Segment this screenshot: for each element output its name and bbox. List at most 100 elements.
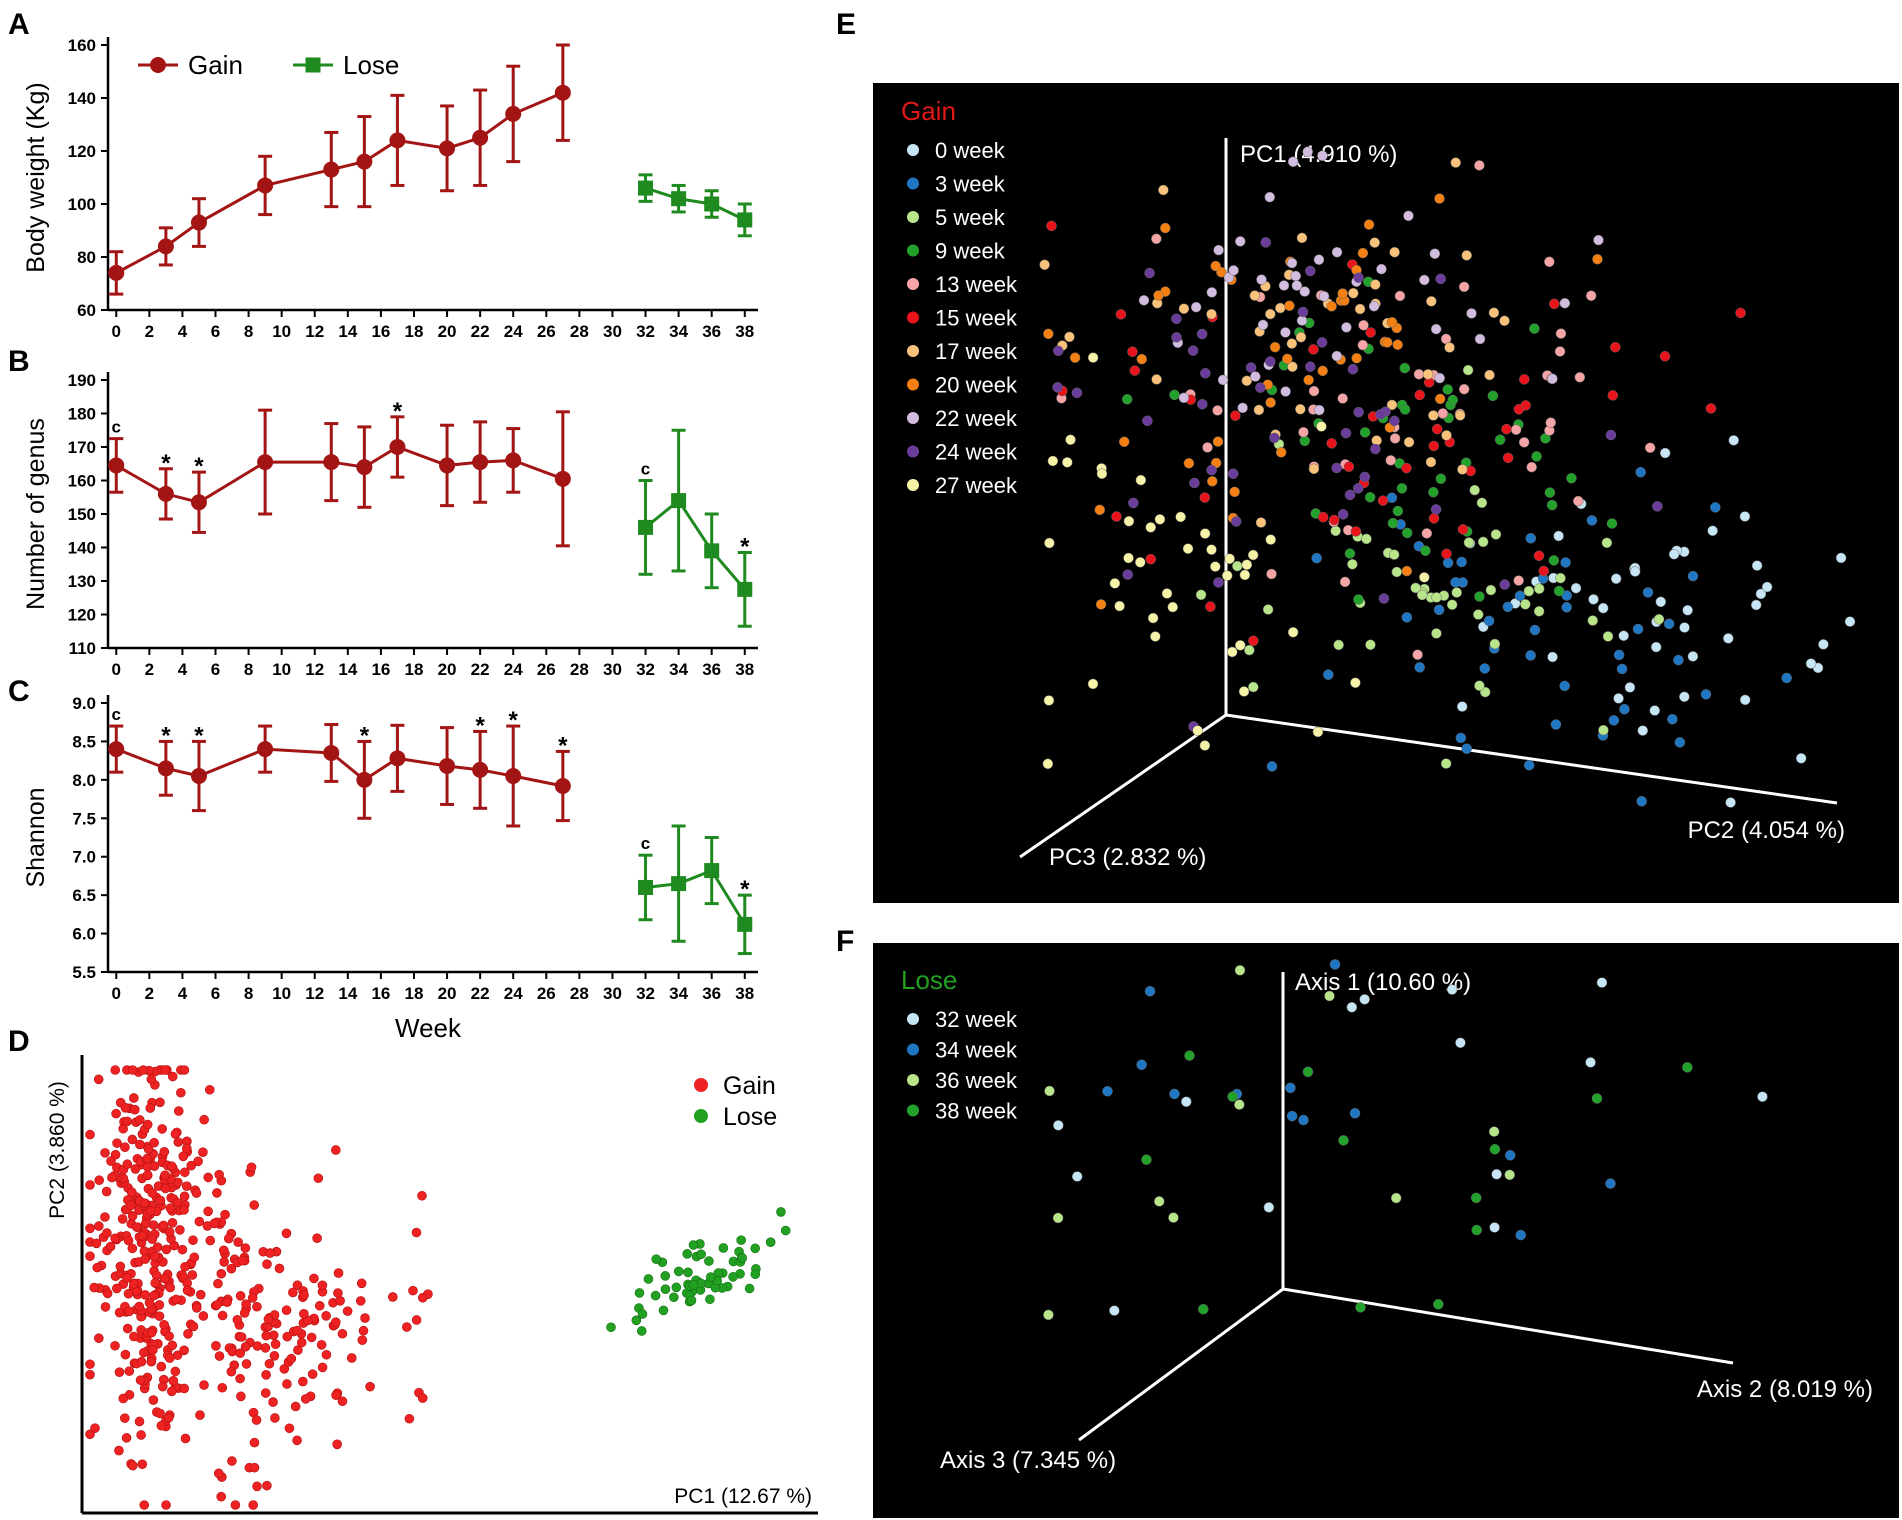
data-point	[1566, 472, 1577, 484]
data-point	[1655, 596, 1667, 608]
legend-label: 0 week	[935, 138, 1006, 163]
data-point	[1217, 374, 1229, 386]
data-point-gain	[239, 1308, 250, 1318]
y-tick-label: 180	[68, 405, 96, 424]
data-point-gain	[186, 1160, 197, 1171]
data-point	[1451, 587, 1462, 598]
y-tick-label: 150	[68, 505, 96, 524]
data-point	[1687, 570, 1699, 582]
data-point	[1510, 424, 1522, 435]
data-point	[1674, 737, 1686, 748]
data-point-gain	[296, 1337, 307, 1348]
data-point	[439, 457, 456, 474]
data-point	[1328, 514, 1340, 526]
data-point-gain	[112, 1283, 122, 1294]
legend-marker	[907, 244, 919, 257]
data-point	[1043, 1309, 1054, 1321]
x-tick-label: 22	[471, 984, 490, 1003]
data-point	[1574, 372, 1586, 383]
data-point-gain	[204, 1084, 215, 1095]
data-point	[505, 768, 522, 785]
x-tick-label: 28	[570, 660, 589, 679]
data-point	[1413, 368, 1425, 380]
data-point	[1339, 576, 1351, 588]
data-point	[1392, 339, 1403, 350]
data-point	[1053, 345, 1064, 357]
data-point	[1450, 577, 1461, 588]
data-point-gain	[129, 1093, 139, 1103]
data-point-gain	[123, 1235, 134, 1246]
annotation: *	[558, 732, 568, 759]
data-point	[1659, 447, 1671, 459]
x-tick-label: 34	[669, 322, 688, 341]
data-point-gain	[110, 1340, 120, 1351]
data-point	[1601, 537, 1613, 549]
data-point	[1227, 1091, 1238, 1102]
data-point	[1109, 578, 1121, 589]
data-point-gain	[227, 1456, 237, 1466]
data-point-gain	[139, 1198, 150, 1208]
x-tick-label: 6	[211, 322, 220, 341]
x-tick-label: 20	[438, 322, 457, 341]
data-point	[1200, 368, 1211, 379]
data-point	[1525, 533, 1537, 544]
data-point-gain	[164, 1227, 175, 1237]
data-point	[1538, 565, 1549, 577]
legend-label: 20 week	[935, 373, 1018, 398]
data-point	[1311, 552, 1322, 564]
data-point	[1606, 518, 1618, 529]
annotation: c	[641, 460, 650, 479]
data-point	[1440, 758, 1452, 769]
data-point-gain	[136, 1430, 146, 1440]
data-point	[1513, 575, 1524, 586]
data-point	[1607, 390, 1619, 401]
data-point-lose	[637, 1309, 648, 1319]
data-point	[190, 214, 207, 231]
data-point	[1586, 515, 1598, 526]
data-point	[1248, 681, 1259, 693]
y-tick-label: 140	[68, 539, 96, 558]
data-point	[1264, 191, 1276, 203]
data-point	[1151, 374, 1162, 385]
data-point-gain	[154, 1300, 165, 1310]
data-point	[1053, 1120, 1064, 1131]
data-point	[1602, 631, 1614, 642]
data-point	[1350, 526, 1362, 537]
data-point	[1403, 436, 1415, 448]
data-point	[1071, 1171, 1083, 1182]
data-point	[1115, 309, 1127, 320]
data-point-gain	[102, 1228, 112, 1238]
data-point	[1235, 640, 1246, 651]
data-point-gain	[175, 1225, 185, 1235]
data-point-gain	[127, 1243, 138, 1254]
data-point	[1111, 511, 1122, 522]
x-tick-label: 4	[178, 322, 188, 341]
data-point	[1239, 569, 1251, 581]
data-point	[1190, 301, 1202, 313]
data-point-gain	[337, 1396, 348, 1407]
data-point	[1199, 740, 1211, 751]
data-point-gain	[127, 1065, 138, 1075]
data-point-gain	[126, 1200, 136, 1211]
data-point-gain	[333, 1268, 344, 1278]
data-point-gain	[214, 1169, 224, 1180]
annotation: c	[112, 705, 121, 724]
data-point	[1499, 315, 1510, 327]
data-point-gain	[159, 1273, 170, 1284]
data-point-gain	[260, 1388, 271, 1398]
data-point	[1605, 429, 1617, 441]
x-tick-label: 24	[504, 984, 523, 1003]
data-point-gain	[155, 1097, 165, 1108]
data-point-gain	[236, 1332, 247, 1342]
data-point	[554, 470, 571, 487]
data-point	[1739, 511, 1751, 522]
data-point-gain	[232, 1314, 243, 1325]
legend-marker	[907, 412, 919, 424]
data-point	[1127, 346, 1138, 357]
data-point	[1644, 442, 1656, 454]
data-point	[1187, 345, 1199, 356]
data-point-gain	[127, 1460, 138, 1471]
data-point	[505, 105, 522, 122]
data-point	[1519, 374, 1530, 385]
